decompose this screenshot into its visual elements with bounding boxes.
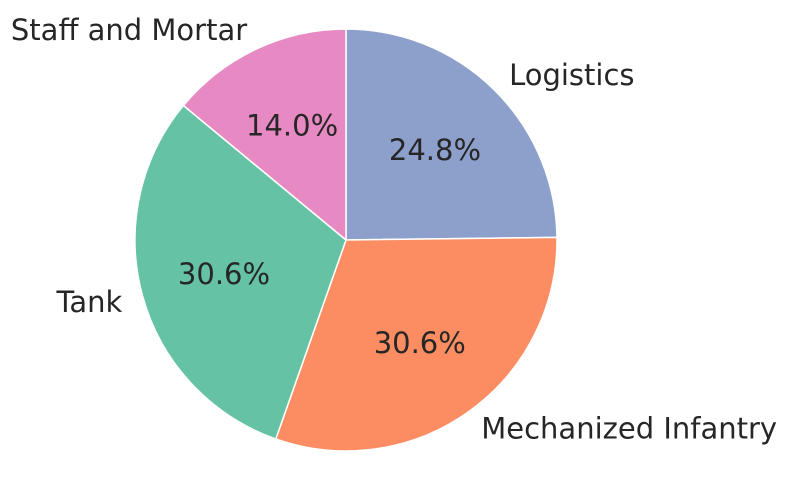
label-staff-and-mortar: Staff and Mortar — [11, 13, 247, 47]
slice-logistics — [345, 28, 558, 241]
pct-label-staff-and-mortar: 14.0% — [246, 108, 338, 142]
label-tank: Tank — [55, 285, 122, 319]
pct-label-logistics: 24.8% — [389, 133, 481, 167]
pie-labels: Logistics 24.8% Mechanized Infantry 30.6% Ta… — [11, 13, 777, 446]
slice-mechanized-infantry — [275, 236, 558, 452]
slice-staff-and-mortar — [182, 28, 347, 241]
slice-tank — [134, 104, 347, 440]
label-mechanized-infantry: Mechanized Infantry — [481, 412, 777, 446]
label-logistics: Logistics — [509, 58, 634, 92]
pct-label-tank: 30.6% — [178, 257, 270, 291]
pie-slices — [134, 28, 558, 452]
pct-label-mechanized-infantry: 30.6% — [374, 326, 466, 360]
